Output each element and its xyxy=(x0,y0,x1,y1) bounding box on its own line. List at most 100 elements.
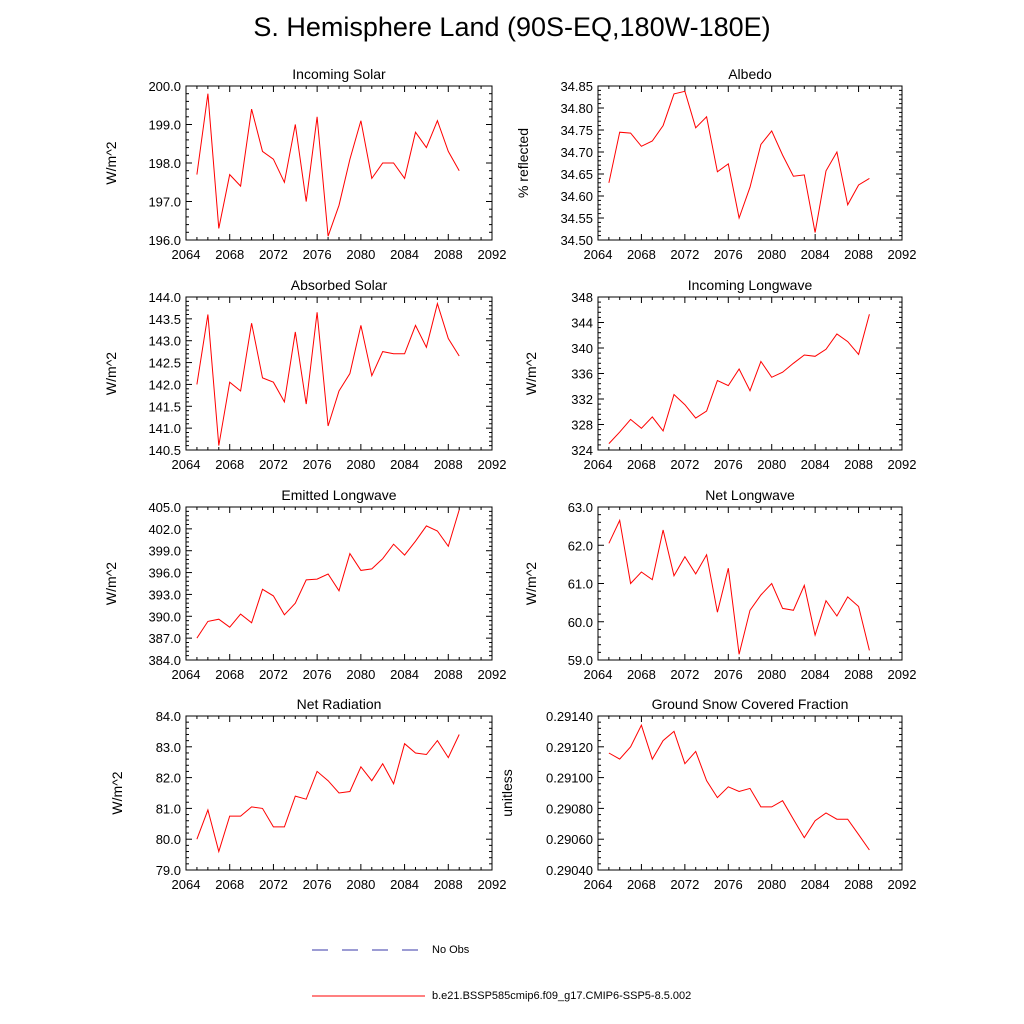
x-tick-label: 2068 xyxy=(627,877,656,892)
x-tick-label: 2064 xyxy=(172,877,201,892)
y-tick-label: 140.5 xyxy=(148,443,181,458)
x-tick-label: 2080 xyxy=(757,457,786,472)
x-tick-label: 2076 xyxy=(714,457,743,472)
y-tick-label: 324 xyxy=(571,443,593,458)
y-tick-label: 0.29060 xyxy=(546,832,593,847)
y-tick-label: 63.0 xyxy=(568,500,593,515)
y-tick-label: 82.0 xyxy=(156,771,181,786)
x-tick-label: 2080 xyxy=(346,457,375,472)
y-tick-label: 84.0 xyxy=(156,709,181,724)
legend-label-model-run: b.e21.BSSP585cmip6.f09_g17.CMIP6-SSP5-8.… xyxy=(432,990,692,1002)
y-tick-label: 34.55 xyxy=(560,211,593,226)
x-tick-label: 2064 xyxy=(172,457,201,472)
y-tick-label: 402.0 xyxy=(148,522,181,537)
x-tick-label: 2092 xyxy=(888,877,917,892)
x-tick-label: 2076 xyxy=(714,247,743,262)
y-tick-label: 328 xyxy=(571,418,593,433)
x-tick-label: 2072 xyxy=(670,457,699,472)
x-tick-label: 2076 xyxy=(714,877,743,892)
x-tick-label: 2088 xyxy=(434,457,463,472)
panel-7: 2064 2068 2072 2076 2080 2084 2088 2092 79.0 80.0… xyxy=(109,696,506,892)
y-tick-label: 34.50 xyxy=(560,233,593,248)
series-line xyxy=(196,93,460,237)
series-line xyxy=(608,518,870,655)
x-tick-label: 2092 xyxy=(888,457,917,472)
panel-title: Incoming Longwave xyxy=(688,277,813,293)
x-tick-label: 2068 xyxy=(215,247,244,262)
panel-3: 2064 2068 2072 2076 2080 2084 2088 2092 140.5 141… xyxy=(103,277,506,472)
y-axis-label: W/m^2 xyxy=(103,562,119,605)
series-line xyxy=(608,90,870,233)
y-axis-label: % reflected xyxy=(515,128,531,198)
y-tick-label: 393.0 xyxy=(148,587,181,602)
x-tick-label: 2076 xyxy=(714,667,743,682)
y-tick-label: 0.29080 xyxy=(546,801,593,816)
x-tick-label: 2088 xyxy=(844,247,873,262)
series-line xyxy=(608,723,870,851)
y-tick-label: 62.0 xyxy=(568,538,593,553)
plot-frame xyxy=(597,506,903,661)
y-tick-label: 348 xyxy=(571,290,593,305)
x-tick-label: 2088 xyxy=(434,667,463,682)
y-tick-label: 390.0 xyxy=(148,609,181,624)
plot-frame xyxy=(597,715,903,871)
y-tick-label: 0.29120 xyxy=(546,740,593,755)
y-tick-label: 143.0 xyxy=(148,334,181,349)
panel-2: 2064 2068 2072 2076 2080 2084 2088 2092 34.50 34.… xyxy=(515,66,916,262)
panel-6: 2064 2068 2072 2076 2080 2084 2088 2092 59.0 60.0… xyxy=(523,487,916,682)
x-tick-label: 2072 xyxy=(259,667,288,682)
plot-frame xyxy=(185,85,493,241)
y-tick-label: 59.0 xyxy=(568,653,593,668)
y-tick-label: 197.0 xyxy=(148,195,181,210)
x-tick-label: 2088 xyxy=(434,877,463,892)
x-tick-label: 2088 xyxy=(844,457,873,472)
x-tick-label: 2084 xyxy=(390,667,419,682)
x-tick-label: 2076 xyxy=(303,667,332,682)
y-tick-label: 34.80 xyxy=(560,101,593,116)
panel-1: 2064 2068 2072 2076 2080 2084 2088 2092 196.0 197… xyxy=(103,66,506,262)
x-tick-label: 2072 xyxy=(670,667,699,682)
x-tick-label: 2072 xyxy=(670,877,699,892)
x-tick-label: 2072 xyxy=(259,877,288,892)
x-tick-label: 2092 xyxy=(478,457,507,472)
panel-title: Absorbed Solar xyxy=(291,277,388,293)
y-tick-label: 61.0 xyxy=(568,577,593,592)
y-tick-label: 34.85 xyxy=(560,79,593,94)
y-tick-label: 144.0 xyxy=(148,290,181,305)
x-tick-label: 2080 xyxy=(757,877,786,892)
x-tick-label: 2084 xyxy=(390,247,419,262)
y-tick-label: 198.0 xyxy=(148,156,181,171)
x-tick-label: 2080 xyxy=(757,667,786,682)
x-tick-label: 2080 xyxy=(757,247,786,262)
y-tick-label: 332 xyxy=(571,392,593,407)
panel-title: Albedo xyxy=(728,66,772,82)
y-tick-label: 34.60 xyxy=(560,189,593,204)
y-tick-label: 34.65 xyxy=(560,167,593,182)
plot-frame xyxy=(185,506,493,661)
y-tick-label: 142.5 xyxy=(148,356,181,371)
x-tick-label: 2092 xyxy=(478,247,507,262)
panel-title: Net Longwave xyxy=(705,487,795,503)
y-tick-label: 0.29100 xyxy=(546,771,593,786)
panel-8: 2064 2068 2072 2076 2080 2084 2088 2092 0.29040 0… xyxy=(499,696,916,892)
y-tick-label: 196.0 xyxy=(148,233,181,248)
x-tick-label: 2068 xyxy=(215,667,244,682)
x-tick-label: 2080 xyxy=(346,247,375,262)
x-tick-label: 2080 xyxy=(346,877,375,892)
x-tick-label: 2076 xyxy=(303,247,332,262)
y-tick-label: 384.0 xyxy=(148,653,181,668)
x-tick-label: 2088 xyxy=(844,667,873,682)
figure-title: S. Hemisphere Land (90S-EQ,180W-180E) xyxy=(253,12,771,42)
y-tick-label: 60.0 xyxy=(568,615,593,630)
y-tick-label: 340 xyxy=(571,341,593,356)
y-tick-label: 387.0 xyxy=(148,631,181,646)
x-tick-label: 2068 xyxy=(215,457,244,472)
x-tick-label: 2092 xyxy=(888,667,917,682)
y-tick-label: 200.0 xyxy=(148,79,181,94)
x-tick-label: 2064 xyxy=(584,877,613,892)
x-tick-label: 2072 xyxy=(670,247,699,262)
y-tick-label: 143.5 xyxy=(148,312,181,327)
panel-4: 2064 2068 2072 2076 2080 2084 2088 2092 324 328 33… xyxy=(523,277,916,472)
y-tick-label: 199.0 xyxy=(148,118,181,133)
